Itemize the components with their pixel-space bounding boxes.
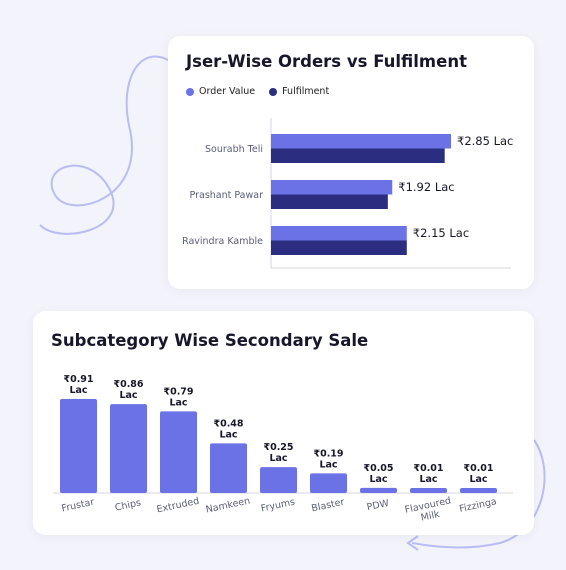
horizontal-bar-chart: Sourabh Teli ₹2.85 Lac Prashant Pawar ₹1.92… (182, 118, 513, 269)
orders-vs-fulfilment-card: Jser-Wise Orders vs Fulfilment Order Val… (168, 36, 534, 289)
value-label-ravindra-kamble: ₹2.15 Lac (413, 226, 469, 240)
legend-swatch-fulfilment (269, 87, 278, 96)
category-label-extruded: Extruded (156, 496, 201, 516)
bar-fulfilment-ravindra-kamble (271, 240, 407, 255)
value-label-blaster: ₹0.19 Lac (313, 448, 343, 470)
chart-title: Subcategory Wise Secondary Sale (51, 331, 369, 350)
category-label-prashant-pawar: Prashant Pawar (190, 190, 264, 201)
legend-label-order-value: Order Value (199, 86, 256, 97)
category-label-fizzinga: Fizzinga (458, 496, 497, 515)
bar-fryums (260, 467, 297, 493)
category-label-frustar: Frustar (61, 497, 96, 515)
category-label-flavoured-milk: FlavouredMilk (404, 495, 455, 526)
value-label-chips: ₹0.86 Lac (113, 379, 143, 401)
legend-item-fulfilment[interactable]: Fulfilment (269, 86, 329, 97)
legend-swatch-order-value (186, 87, 194, 96)
bar-frustar (60, 399, 97, 493)
legend-item-order-value[interactable]: Order Value (186, 86, 255, 97)
category-label-pdw: PDW (366, 498, 391, 514)
bar-flavoured-milk (410, 488, 447, 493)
value-label-fizzinga: ₹0.01 Lac (463, 463, 493, 485)
bar-fulfilment-prashant-pawar (271, 194, 388, 209)
bar-order-value-prashant-pawar (271, 180, 393, 195)
value-label-fryums: ₹0.25 Lac (263, 442, 293, 464)
bar-blaster (310, 473, 347, 493)
bar-fizzinga (460, 488, 497, 493)
chart-title: Jser-Wise Orders vs Fulfilment (186, 52, 467, 71)
value-label-flavoured-milk: ₹0.01 Lac (413, 463, 443, 485)
value-label-sourabh-teli: ₹2.85 Lac (457, 134, 513, 148)
value-label-pdw: ₹0.05 Lac (363, 463, 393, 485)
category-label-namkeen: Namkeen (205, 495, 251, 515)
category-label-blaster: Blaster (310, 497, 345, 515)
chart-legend: Order Value Fulfilment (186, 86, 329, 97)
category-label-fryums: Fryums (260, 497, 296, 515)
category-label-sourabh-teli: Sourabh Teli (205, 144, 263, 155)
vertical-bar-chart: ₹0.91 Lac Frustar ₹0.86 Lac Chips ₹0.79 Lac Extr… (53, 374, 513, 526)
value-label-prashant-pawar: ₹1.92 Lac (398, 180, 454, 194)
legend-label-fulfilment: Fulfilment (282, 86, 330, 97)
subcategory-sale-card: Subcategory Wise Secondary Sale ₹0.91 Lac… (33, 311, 534, 535)
category-label-chips: Chips (114, 497, 142, 513)
bar-order-value-sourabh-teli (271, 134, 451, 149)
bar-fulfilment-sourabh-teli (271, 148, 445, 163)
bar-chips (110, 404, 147, 493)
value-label-extruded: ₹0.79 Lac (163, 386, 193, 408)
bar-extruded (160, 411, 197, 493)
bar-order-value-ravindra-kamble (271, 226, 407, 241)
category-label-ravindra-kamble: Ravindra Kamble (182, 236, 263, 247)
value-label-namkeen: ₹0.48 Lac (213, 418, 243, 440)
bar-pdw (360, 487, 397, 493)
value-label-frustar: ₹0.91 Lac (63, 374, 93, 396)
bar-namkeen (210, 443, 247, 493)
